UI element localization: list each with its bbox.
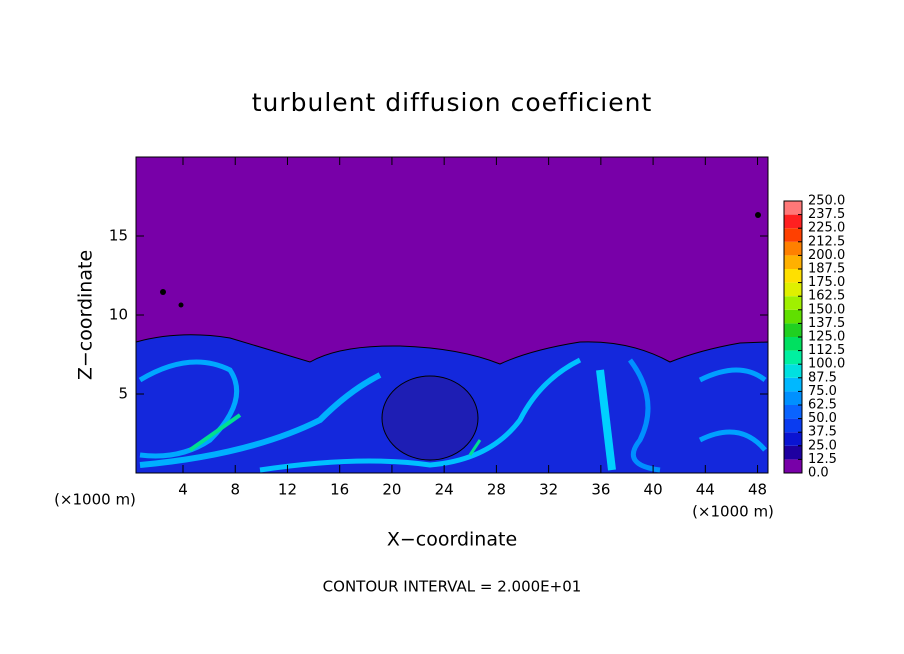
colorbar-label: 150.0 <box>808 302 845 317</box>
y-unit-label: (×1000 m) <box>54 491 136 509</box>
colorbar-label: 0.0 <box>808 466 829 481</box>
colorbar-cell <box>784 377 802 392</box>
contour-field <box>136 157 768 473</box>
colorbar-cell <box>784 391 802 405</box>
x-tick-label: 12 <box>278 481 297 499</box>
x-axis-label: X−coordinate <box>387 529 517 551</box>
x-tick-label: 40 <box>644 481 663 499</box>
y-tick-label: 15 <box>109 227 128 245</box>
chart-title: turbulent diffusion coefficient <box>252 88 653 117</box>
x-unit-label: (×1000 m) <box>692 503 774 521</box>
x-tick-label: 20 <box>382 481 401 499</box>
colorbar-label: 137.5 <box>808 316 845 331</box>
colorbar-label: 187.5 <box>808 262 845 277</box>
colorbar-label: 175.0 <box>808 275 845 290</box>
colorbar-label: 225.0 <box>808 221 845 236</box>
colorbar-cell <box>784 337 802 351</box>
x-tick-label: 48 <box>748 481 767 499</box>
colorbar-cell <box>784 432 802 446</box>
colorbar-label: 37.5 <box>808 425 837 440</box>
colorbar-cell <box>784 214 802 229</box>
colorbar-label: 125.0 <box>808 330 845 345</box>
colorbar-cell <box>784 201 802 215</box>
colorbar-cell <box>784 282 802 297</box>
colorbar-cell <box>784 323 802 337</box>
colorbar-cell <box>784 309 802 324</box>
colorbar-label: 62.5 <box>808 398 837 413</box>
colorbar-cell <box>784 445 802 460</box>
colorbar-label: 250.0 <box>808 194 845 209</box>
colorbar-label: 200.0 <box>808 248 845 263</box>
y-tick-label: 10 <box>109 306 128 324</box>
colorbar-label: 87.5 <box>808 370 837 385</box>
colorbar-label: 112.5 <box>808 343 845 358</box>
colorbar-label: 212.5 <box>808 234 845 249</box>
y-tick-label: 5 <box>118 385 128 403</box>
x-tick-label: 24 <box>435 481 454 499</box>
colorbar-cell <box>784 459 802 473</box>
colorbar-cell <box>784 228 802 242</box>
colorbar-label: 12.5 <box>808 452 837 467</box>
colorbar-cell <box>784 296 802 310</box>
x-tick-label: 4 <box>178 481 188 499</box>
colorbar-cell <box>784 364 802 378</box>
colorbar-label: 100.0 <box>808 357 845 372</box>
x-tick-label: 44 <box>696 481 715 499</box>
x-tick-label: 16 <box>330 481 349 499</box>
colorbar-label: 50.0 <box>808 411 837 426</box>
colorbar-cell <box>784 350 802 365</box>
colorbar-label: 25.0 <box>808 438 837 453</box>
x-tick-label: 28 <box>487 481 506 499</box>
colorbar-cell <box>784 405 802 419</box>
colorbar-label: 162.5 <box>808 289 845 304</box>
colorbar-label: 75.0 <box>808 384 837 399</box>
y-axis-label: Z−coordinate <box>75 250 97 380</box>
colorbar-cell <box>784 418 802 433</box>
colorbar-cell <box>784 269 802 283</box>
x-tick-label: 8 <box>230 481 240 499</box>
x-tick-label: 36 <box>591 481 610 499</box>
colorbar-cell <box>784 241 802 256</box>
colorbar-cell <box>784 255 802 269</box>
footnote: CONTOUR INTERVAL = 2.000E+01 <box>323 578 582 596</box>
x-tick-label: 32 <box>539 481 558 499</box>
colorbar-label: 237.5 <box>808 207 845 222</box>
